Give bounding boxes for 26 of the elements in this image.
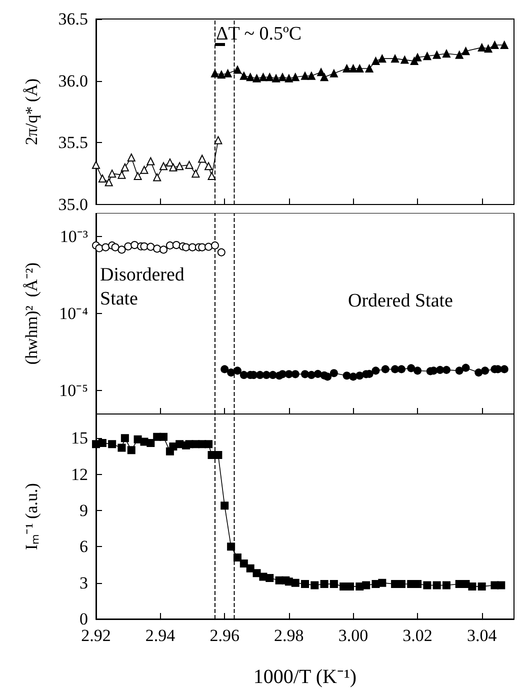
y-tick-label: 3 [80,573,88,592]
y-tick-label: 36.0 [58,71,88,90]
annotation: Ordered State [348,290,453,312]
y-tick-label: 6 [80,537,88,556]
x-tick-label: 2.94 [145,626,176,645]
y-axis-title: (hwhm)² (Å⁻²) [22,262,41,365]
x-tick-label: 3.04 [466,626,498,645]
y-tick-label: 10⁻⁵ [59,381,88,400]
y-tick-label: 0 [80,610,88,628]
y-tick-label: 12 [71,464,88,484]
y-tick-label: 15 [71,428,88,448]
y-tick-label: 10⁻⁴ [59,304,88,323]
y-tick-label: 36.5 [58,10,88,28]
y-axis-title: 2π/q* (Å) [22,78,41,146]
y-axis-title: Iₘ⁻¹ (a.u.) [22,483,41,550]
x-tick-label: 2.92 [81,626,111,645]
x-tick-label: 2.98 [274,626,304,645]
x-tick-label: 2.96 [210,626,240,645]
y-tick-label: 35.0 [58,195,88,214]
x-tick-label: 3.02 [402,626,432,645]
annotation: Disordered State [100,264,185,310]
y-tick-label: 9 [80,500,88,520]
y-tick-label: 35.5 [58,133,88,152]
x-axis-title: 1000/T (K⁻¹) [253,666,357,688]
y-tick-label: 10⁻³ [60,226,88,246]
x-tick-label: 3.00 [338,626,368,645]
